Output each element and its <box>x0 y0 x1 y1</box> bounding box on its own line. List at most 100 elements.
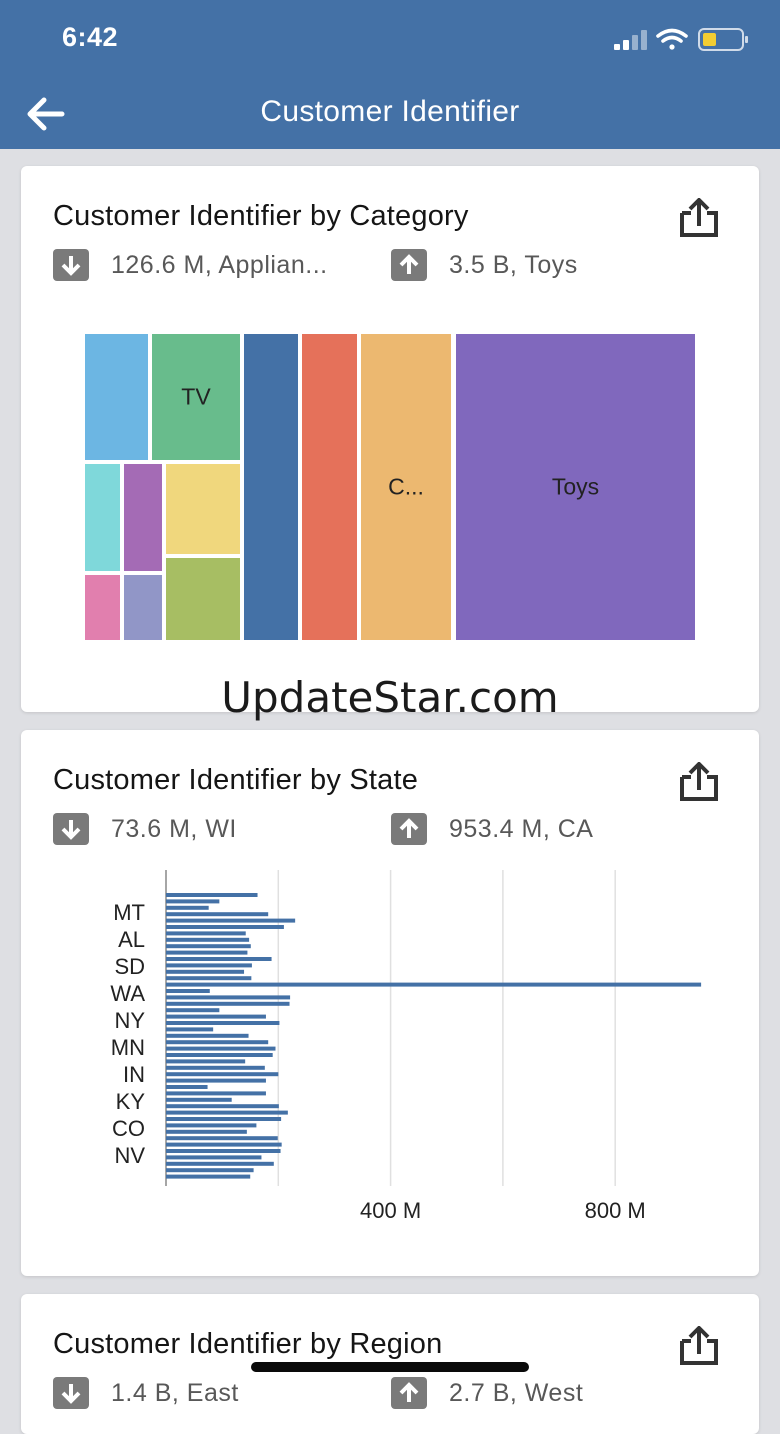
state-bar[interactable] <box>166 1033 249 1038</box>
arrow-down-icon <box>53 249 89 281</box>
state-bar[interactable] <box>166 1168 254 1173</box>
x-tick-label: 400 M <box>360 1198 421 1223</box>
state-bar[interactable] <box>166 1065 265 1070</box>
cellular-signal-icon <box>614 30 647 50</box>
max-kpi-text: 3.5 B, Toys <box>449 250 578 279</box>
state-bar[interactable] <box>166 1091 266 1096</box>
state-bar[interactable] <box>166 982 702 987</box>
state-bar[interactable] <box>166 893 258 897</box>
y-tick-label: KY <box>116 1089 146 1114</box>
treemap-cell[interactable] <box>302 334 357 640</box>
state-bar[interactable] <box>166 1085 208 1089</box>
arrow-up-icon <box>391 249 427 281</box>
state-bar[interactable] <box>166 1149 281 1153</box>
state-bar[interactable] <box>166 976 252 981</box>
state-bar[interactable] <box>166 1097 232 1102</box>
card-title: Customer Identifier by Region <box>53 1328 443 1360</box>
treemap-cell[interactable] <box>124 575 162 640</box>
state-bar[interactable] <box>166 995 291 1000</box>
y-tick-label: WA <box>110 981 145 1006</box>
min-kpi-text: 126.6 M, Applian... <box>111 250 328 279</box>
state-bar[interactable] <box>166 1123 257 1128</box>
max-kpi: 2.7 B, West <box>391 1376 583 1410</box>
page-title: Customer Identifier <box>260 95 520 128</box>
card-title: Customer Identifier by Category <box>53 200 469 232</box>
home-indicator <box>251 1362 529 1372</box>
state-bar[interactable] <box>166 1072 279 1077</box>
state-bar[interactable] <box>166 925 284 929</box>
treemap-cell[interactable] <box>85 575 120 640</box>
category-card[interactable]: Customer Identifier by Category 126.6 M,… <box>21 166 759 712</box>
wifi-icon <box>656 28 688 50</box>
share-icon[interactable] <box>679 1326 719 1366</box>
arrow-up-icon <box>391 1377 427 1409</box>
state-bar[interactable] <box>166 963 252 968</box>
state-bar[interactable] <box>166 1053 273 1057</box>
treemap-cell[interactable] <box>85 464 120 571</box>
treemap-cell[interactable]: Toys <box>456 334 695 640</box>
card-title: Customer Identifier by State <box>53 764 419 796</box>
treemap-cell-label: TV <box>181 383 211 410</box>
y-tick-label: MT <box>113 900 145 925</box>
state-bar[interactable] <box>166 1027 214 1032</box>
state-bar[interactable] <box>166 1142 282 1147</box>
state-bar[interactable] <box>166 1008 220 1013</box>
state-bar[interactable] <box>166 944 251 949</box>
state-bar[interactable] <box>166 1046 276 1051</box>
y-tick-label: IN <box>123 1062 145 1087</box>
state-bar[interactable] <box>166 931 246 936</box>
state-bar[interactable] <box>166 1129 247 1134</box>
state-bar[interactable] <box>166 899 220 904</box>
state-bar[interactable] <box>166 1021 280 1025</box>
treemap-cell-label: C... <box>388 473 424 500</box>
y-tick-label: CO <box>112 1116 145 1141</box>
max-kpi: 953.4 M, CA <box>391 812 593 846</box>
state-bar[interactable] <box>166 1155 262 1160</box>
treemap-cell[interactable] <box>166 558 240 640</box>
x-tick-label: 800 M <box>585 1198 646 1223</box>
state-bar[interactable] <box>166 1104 279 1109</box>
state-bar[interactable] <box>166 1161 274 1166</box>
state-bar[interactable] <box>166 912 269 917</box>
state-bar[interactable] <box>166 989 210 993</box>
treemap-cell[interactable] <box>85 334 148 460</box>
state-bar[interactable] <box>166 1136 278 1141</box>
y-tick-label: NV <box>114 1143 145 1168</box>
treemap-cell[interactable] <box>244 334 298 640</box>
max-kpi-text: 953.4 M, CA <box>449 814 594 843</box>
state-bar[interactable] <box>166 950 248 955</box>
state-bar[interactable] <box>166 918 296 923</box>
treemap-cell[interactable]: TV <box>152 334 240 460</box>
max-kpi: 3.5 B, Toys <box>391 248 578 282</box>
share-icon[interactable] <box>679 762 719 802</box>
state-card[interactable]: Customer Identifier by State 73.6 M, WI … <box>21 730 759 1276</box>
state-bar[interactable] <box>166 1040 269 1045</box>
back-arrow-icon[interactable] <box>22 92 70 136</box>
y-tick-label: NY <box>114 1008 145 1033</box>
y-tick-label: AL <box>118 927 145 952</box>
state-bar[interactable] <box>166 1001 290 1006</box>
app-header: 6:42 Customer Identifier <box>0 0 780 149</box>
share-icon[interactable] <box>679 198 719 238</box>
treemap-cell[interactable]: C... <box>361 334 451 640</box>
min-kpi-text: 73.6 M, WI <box>111 814 237 843</box>
treemap-cell[interactable] <box>166 464 240 554</box>
state-bar[interactable] <box>166 1117 282 1121</box>
treemap-cell-label: Toys <box>551 473 600 500</box>
state-bar[interactable] <box>166 1059 246 1064</box>
state-bar[interactable] <box>166 957 272 961</box>
treemap-cell[interactable] <box>124 464 162 571</box>
state-bar[interactable] <box>166 937 250 942</box>
min-kpi: 73.6 M, WI <box>53 812 237 846</box>
state-bar[interactable] <box>166 1110 288 1115</box>
state-bar[interactable] <box>166 969 245 974</box>
status-icons <box>614 28 748 51</box>
category-treemap[interactable]: TV C... Toys <box>21 166 759 712</box>
state-bar[interactable] <box>166 1174 251 1179</box>
state-bar[interactable] <box>166 905 209 910</box>
state-bar[interactable] <box>166 1078 266 1083</box>
state-bar[interactable] <box>166 1014 266 1019</box>
battery-icon <box>698 28 748 51</box>
min-kpi-text: 1.4 B, East <box>111 1378 239 1407</box>
